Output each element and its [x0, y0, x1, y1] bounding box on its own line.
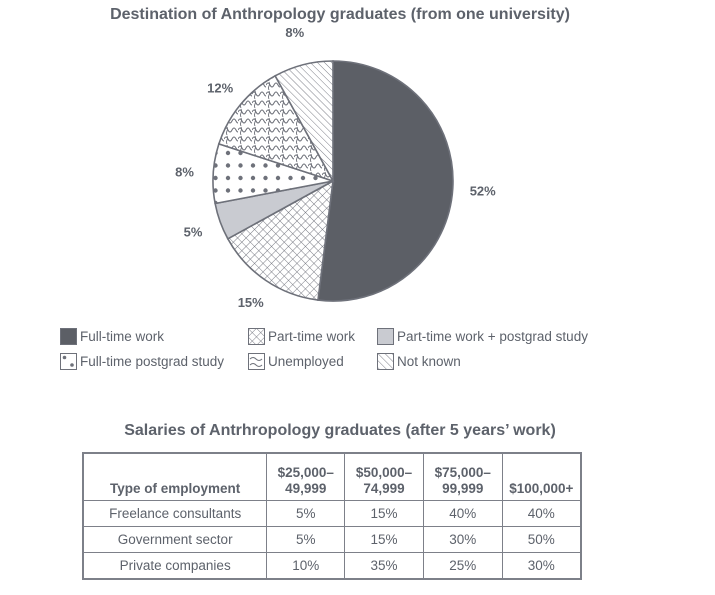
row-label: Government sector: [82, 526, 268, 553]
table-row: Government sector 5% 15% 30% 50%: [82, 526, 582, 553]
header-50k-74k: $50,000– 74,999: [344, 452, 424, 501]
table-cell: 50%: [501, 526, 582, 553]
row-label: Freelance consultants: [82, 500, 268, 527]
pie-slice-label: 5%: [184, 224, 203, 239]
legend-label: Part-time work + postgrad study: [397, 329, 588, 344]
legend-item-unemployed: Unemployed: [248, 353, 344, 370]
table-cell: 35%: [344, 552, 424, 580]
pie-slice-label: 8%: [285, 25, 304, 40]
pie-slices: [212, 60, 454, 302]
diagonal-swatch-icon: [377, 353, 394, 370]
table-cell: 5%: [266, 526, 346, 553]
pie-labels: 52% 15% 5% 8% 12% 8%: [175, 25, 496, 310]
legend-label: Unemployed: [268, 354, 344, 369]
salary-table: Type of employment $25,000– 49,999 $50,00…: [82, 452, 582, 580]
header-75k-99k: $75,000– 99,999: [422, 452, 503, 501]
legend-item-part-time-work-postgrad: Part-time work + postgrad study: [377, 328, 588, 345]
pie-slice-label: 15%: [238, 295, 264, 310]
legend-label: Not known: [397, 354, 461, 369]
legend-item-full-time-postgrad: Full-time postgrad study: [60, 353, 224, 370]
legend-label: Part-time work: [268, 329, 356, 344]
header-type-of-employment: Type of employment: [82, 452, 268, 501]
legend-label: Full-time postgrad study: [80, 354, 225, 369]
table-cell: 15%: [344, 526, 424, 553]
legend-item-part-time-work: Part-time work: [248, 328, 355, 345]
table-title: Salaries of Antrhropology graduates (aft…: [124, 422, 556, 439]
table-cell: 15%: [344, 500, 424, 527]
legend-label: Full-time work: [80, 329, 165, 344]
table-cell: 30%: [501, 552, 582, 580]
table-cell: 25%: [422, 552, 503, 580]
header-100k-plus: $100,000+: [501, 452, 582, 501]
table-cell: 40%: [501, 500, 582, 527]
table-header-row: Type of employment $25,000– 49,999 $50,00…: [82, 452, 582, 501]
table-row: Private companies 10% 35% 25% 30%: [82, 552, 582, 580]
pie-slice-label: 12%: [207, 81, 233, 96]
pie-slice-unemployed: [217, 74, 335, 183]
legend-item-not-known: Not known: [377, 353, 461, 370]
dots-swatch-icon: [60, 353, 77, 370]
table-cell: 5%: [266, 500, 346, 527]
pie-chart-title: Destination of Anthropology graduates (f…: [110, 6, 570, 23]
pie-slice-not-known: [274, 60, 334, 182]
table-cell: 10%: [266, 552, 346, 580]
light-gray-swatch-icon: [377, 328, 394, 345]
crosshatch-swatch-icon: [248, 328, 265, 345]
pie-slice-part-time-work: [226, 179, 334, 301]
solid-dark-swatch-icon: [60, 328, 77, 345]
pie-slice-label: 8%: [175, 165, 194, 180]
legend-item-full-time-work: Full-time work: [60, 328, 164, 345]
pie-chart: 52% 15% 5% 8% 12% 8%: [175, 25, 496, 310]
pie-slice-label: 52%: [470, 183, 496, 198]
pie-slice-full-time-work: [317, 60, 454, 302]
table-cell: 40%: [422, 500, 503, 527]
squiggle-swatch-icon: [248, 353, 265, 370]
row-label: Private companies: [82, 552, 268, 580]
header-25k-49k: $25,000– 49,999: [266, 452, 346, 501]
table-row: Freelance consultants 5% 15% 40% 40%: [82, 500, 582, 527]
table-cell: 30%: [422, 526, 503, 553]
